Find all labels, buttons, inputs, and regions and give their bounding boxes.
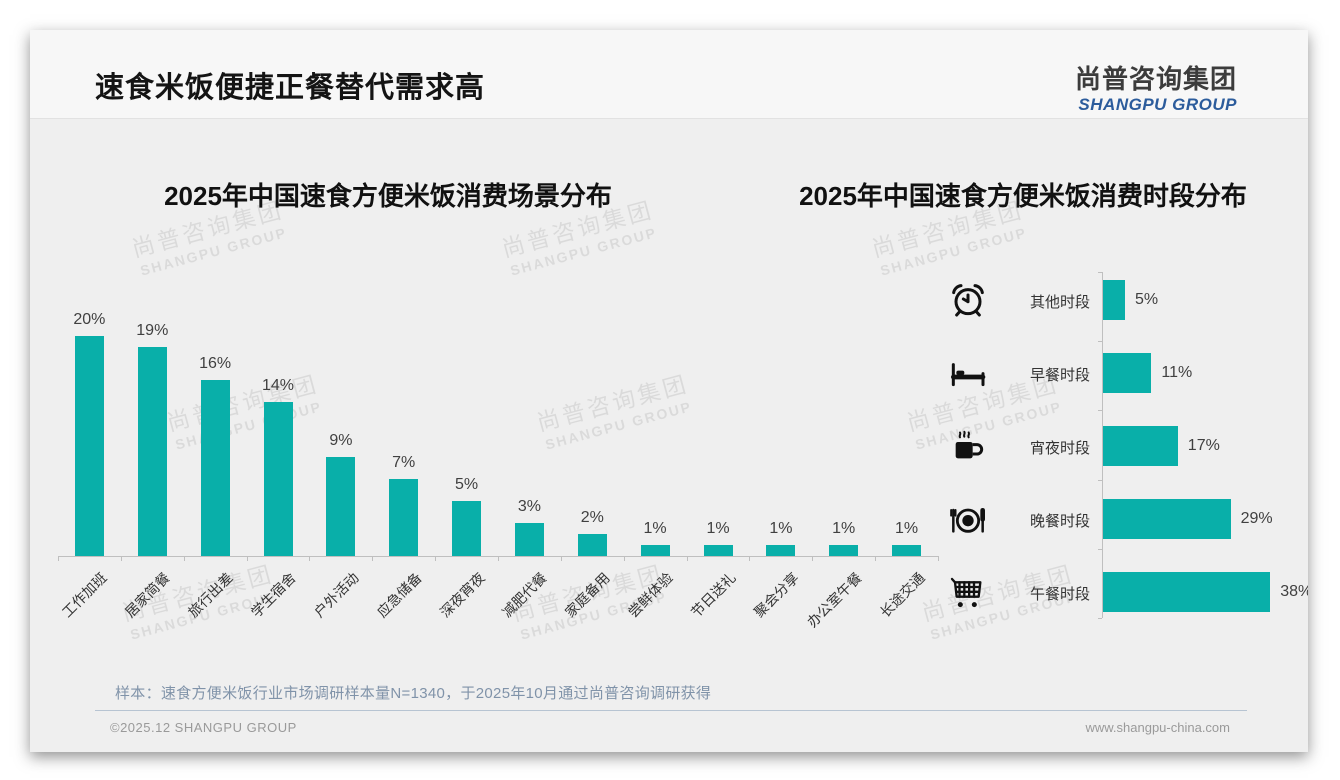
scene-bar-办公室午餐 xyxy=(829,545,859,556)
scene-bar-聚会分享 xyxy=(766,545,796,556)
logo-english-text: SHANGPU GROUP xyxy=(1078,95,1237,114)
scene-bar-旅行出差 xyxy=(200,380,230,556)
shopping-cart-icon xyxy=(948,572,988,612)
scene-bar-value: 19% xyxy=(136,322,169,339)
footer-divider xyxy=(95,710,1247,711)
scene-category-label: 户外活动 xyxy=(310,569,362,621)
x-axis-tick xyxy=(372,556,374,561)
y-axis-tick xyxy=(1098,548,1102,550)
scene-bar-value: 2% xyxy=(580,509,604,526)
time-category-label: 早餐时段 xyxy=(1029,367,1090,384)
time-category-label: 宵夜时段 xyxy=(1029,440,1090,457)
right-chart-title: 2025年中国速食方便米饭消费时段分布 xyxy=(799,181,1247,211)
logo-chinese-text: 尚普咨询集团 xyxy=(1074,64,1237,94)
x-axis-tick xyxy=(560,556,562,561)
scene-category-label: 应急储备 xyxy=(373,569,425,621)
x-axis-tick xyxy=(120,556,122,561)
x-axis-tick xyxy=(623,556,625,561)
time-bar-其他时段 xyxy=(1103,280,1125,320)
scene-bar-value: 20% xyxy=(73,311,106,328)
scene-bar-value: 16% xyxy=(199,355,232,372)
y-axis-tick xyxy=(1098,479,1102,481)
time-bar-value: 17% xyxy=(1187,437,1220,454)
x-axis-tick xyxy=(58,556,59,561)
page-title: 速食米饭便捷正餐替代需求高 xyxy=(95,72,486,104)
scene-category-label: 办公室午餐 xyxy=(803,569,865,631)
sample-note: 样本：速食方便米饭行业市场调研样本量N=1340，于2025年10月通过尚普咨询… xyxy=(115,685,712,702)
scene-category-label: 尝鲜体验 xyxy=(624,569,676,621)
scene-category-label: 工作加班 xyxy=(59,569,111,621)
slide-card: 速食米饭便捷正餐替代需求高 尚普咨询集团 SHANGPU GROUP 尚普咨询集… xyxy=(30,30,1308,752)
scene-category-label: 长途交通 xyxy=(876,569,928,621)
scene-bar-value: 3% xyxy=(517,498,541,515)
scene-category-label: 深夜宵夜 xyxy=(436,569,488,621)
scene-bar-学生宿舍 xyxy=(263,402,293,556)
time-category-label: 晚餐时段 xyxy=(1029,513,1090,530)
time-category-label: 午餐时段 xyxy=(1029,586,1090,603)
time-bar-午餐时段 xyxy=(1103,572,1271,612)
y-axis-tick xyxy=(1098,410,1102,412)
bed-icon xyxy=(948,353,988,393)
scene-category-label: 旅行出差 xyxy=(184,569,236,621)
time-category-label: 其他时段 xyxy=(1029,294,1090,311)
scene-bar-户外活动 xyxy=(326,457,356,556)
website-url: www.shangpu-china.com xyxy=(1085,720,1230,735)
time-bar-早餐时段 xyxy=(1103,353,1152,393)
company-logo: 尚普咨询集团 SHANGPU GROUP xyxy=(1075,66,1237,113)
scene-bar-value: 14% xyxy=(261,377,295,394)
dinner-plate-icon xyxy=(948,499,988,539)
scene-bar-value: 1% xyxy=(706,520,730,537)
scene-category-label: 家庭备用 xyxy=(562,569,614,621)
scene-bar-value: 1% xyxy=(643,520,667,537)
scene-bar-工作加班 xyxy=(74,336,104,556)
y-axis-tick xyxy=(1098,618,1102,619)
scene-bar-value: 1% xyxy=(895,520,919,537)
x-axis-tick xyxy=(309,556,311,561)
y-axis-tick xyxy=(1098,341,1102,343)
x-axis-tick xyxy=(435,556,437,561)
scene-bar-深夜宵夜 xyxy=(452,501,482,556)
time-bar-晚餐时段 xyxy=(1103,499,1231,539)
scene-bar-value: 5% xyxy=(455,476,479,493)
time-bar-value: 38% xyxy=(1280,583,1308,600)
x-axis-tick xyxy=(875,556,877,561)
left-chart-title: 2025年中国速食方便米饭消费场景分布 xyxy=(164,181,612,211)
scene-category-label: 居家简餐 xyxy=(122,569,174,621)
brand-watermark: 尚普咨询集团 SHANGPU GROUP xyxy=(533,370,694,453)
x-axis-tick xyxy=(938,556,939,561)
x-axis-tick xyxy=(749,556,751,561)
hot-drink-icon xyxy=(948,426,988,466)
scene-bar-应急储备 xyxy=(389,479,419,556)
x-axis-tick xyxy=(246,556,248,561)
scene-bar-长途交通 xyxy=(892,545,922,556)
time-bar-value: 11% xyxy=(1161,364,1193,381)
x-axis-tick xyxy=(498,556,499,561)
alarm-clock-icon xyxy=(948,280,988,320)
scene-category-label: 减肥代餐 xyxy=(499,569,551,621)
time-bar-value: 29% xyxy=(1240,510,1273,527)
scene-bar-value: 7% xyxy=(392,454,416,471)
scene-category-label: 学生宿舍 xyxy=(247,569,299,621)
time-bar-宵夜时段 xyxy=(1103,426,1178,466)
scene-category-label: 节日送礼 xyxy=(687,569,739,621)
copyright-text: ©2025.12 SHANGPU GROUP xyxy=(110,720,297,735)
slide-header: 速食米饭便捷正餐替代需求高 尚普咨询集团 SHANGPU GROUP xyxy=(30,30,1308,119)
scene-category-label: 聚会分享 xyxy=(750,569,802,621)
x-axis-tick xyxy=(183,556,185,561)
scene-bar-尝鲜体验 xyxy=(640,545,670,556)
x-axis-tick xyxy=(686,556,688,561)
time-bar-value: 5% xyxy=(1135,291,1159,308)
scene-bar-家庭备用 xyxy=(577,534,607,556)
right-chart-y-axis xyxy=(1102,272,1103,618)
scene-bar-居家简餐 xyxy=(137,347,167,556)
x-axis-tick xyxy=(812,556,814,561)
scene-bar-value: 9% xyxy=(329,432,353,449)
scene-bar-value: 1% xyxy=(832,520,856,537)
scene-bar-节日送礼 xyxy=(703,545,733,556)
scene-bar-减肥代餐 xyxy=(514,523,544,556)
y-axis-tick xyxy=(1098,272,1102,273)
scene-bar-value: 1% xyxy=(769,520,793,537)
